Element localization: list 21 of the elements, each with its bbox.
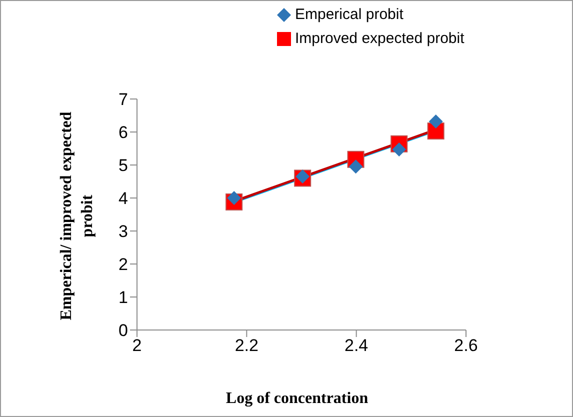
x-tick-label: 2.4 <box>344 336 368 356</box>
y-tick-label: 6 <box>118 123 128 142</box>
y-tick-label: 2 <box>118 255 128 274</box>
x-tick-label: 2.6 <box>454 336 478 356</box>
y-tick-label: 0 <box>118 321 128 340</box>
legend-label: Improved expected probit <box>295 29 464 49</box>
point <box>227 191 242 205</box>
y-tick-label: 1 <box>118 288 128 308</box>
x-axis-title: Log of concentration <box>224 390 370 408</box>
y-tick-label: 7 <box>118 90 128 110</box>
y-tick-label: 4 <box>118 189 128 208</box>
y-axis-title: Emperical/ improved expected probit <box>57 110 97 322</box>
legend-label: Emperical probit <box>295 5 404 25</box>
y-tick-label: 5 <box>118 156 128 176</box>
point <box>428 114 443 128</box>
point <box>348 160 363 174</box>
point <box>296 170 310 184</box>
x-tick-label: 2.2 <box>234 336 258 356</box>
y-tick-label: 3 <box>118 222 128 242</box>
point <box>392 142 406 156</box>
x-tick-label: 2 <box>132 336 142 356</box>
